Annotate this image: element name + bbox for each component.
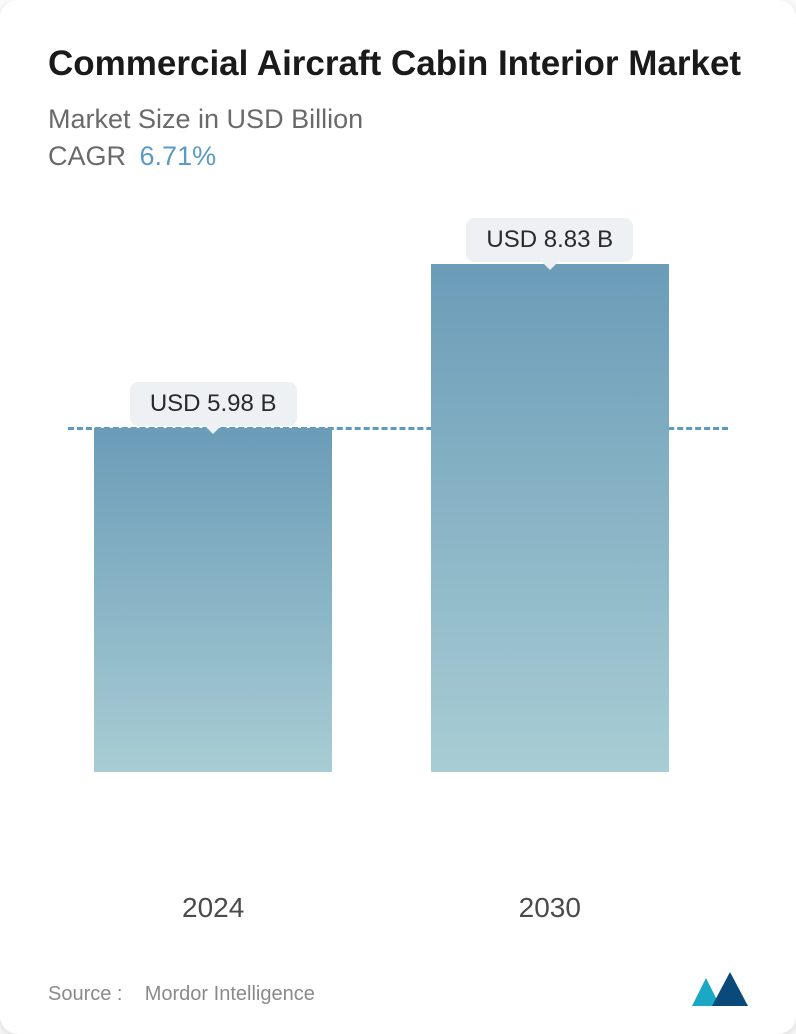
x-axis-label: 2030: [519, 892, 581, 924]
cagr-label: CAGR: [48, 141, 126, 171]
bar-value-label: USD 5.98 B: [130, 382, 297, 426]
source-text: Source : Mordor Intelligence: [48, 983, 315, 1006]
chart-title: Commercial Aircraft Cabin Interior Marke…: [48, 42, 748, 86]
cagr-line: CAGR 6.71%: [48, 141, 748, 172]
chart-subtitle: Market Size in USD Billion: [48, 104, 748, 135]
mordor-logo-icon: [692, 972, 748, 1006]
chart-footer: Source : Mordor Intelligence: [48, 972, 748, 1006]
bar: [431, 264, 669, 772]
bar-group: USD 5.98 B: [94, 382, 332, 772]
source-name: Mordor Intelligence: [145, 983, 315, 1005]
chart-plot: USD 5.98 B USD 8.83 B: [68, 212, 728, 772]
source-label: Source :: [48, 983, 122, 1005]
logo-shape-2: [712, 972, 748, 1006]
bar-group: USD 8.83 B: [431, 218, 669, 772]
bar: [94, 428, 332, 772]
cagr-value: 6.71%: [140, 141, 217, 171]
x-axis-label: 2024: [182, 892, 244, 924]
x-axis-labels: 2024 2030: [68, 892, 728, 932]
chart-area: USD 5.98 B USD 8.83 B 2024 2030: [48, 212, 748, 972]
market-chart-card: Commercial Aircraft Cabin Interior Marke…: [0, 0, 796, 1034]
bar-value-label: USD 8.83 B: [466, 218, 633, 262]
